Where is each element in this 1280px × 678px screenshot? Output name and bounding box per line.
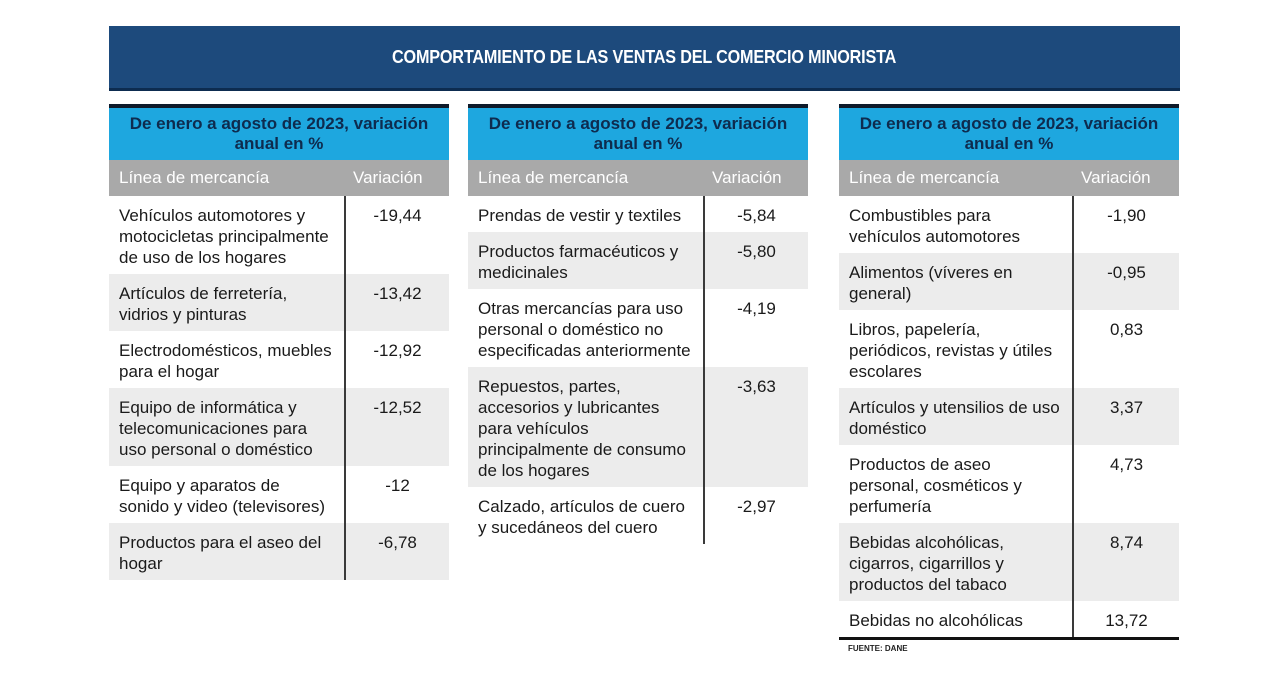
row-value: 13,72 <box>1072 601 1179 639</box>
data-table: Combustibles para vehículos automotores -… <box>839 196 1179 640</box>
row-label: Otras mercancías para uso personal o dom… <box>478 299 691 360</box>
row-label: Productos de aseo personal, cosméticos y… <box>849 455 1022 516</box>
table-row: Equipo de informática y telecomunicacion… <box>109 388 449 466</box>
row-value: -12,92 <box>344 331 449 388</box>
row-label: Repuestos, partes, accesorios y lubrican… <box>468 367 704 487</box>
column-header-variation: Variación <box>712 168 782 187</box>
row-value: -2,97 <box>703 487 808 544</box>
row-label: Equipo de informática y telecomunicacion… <box>109 388 345 466</box>
table-row: Combustibles para vehículos automotores -… <box>839 196 1179 253</box>
row-label: Libros, papelería, periódicos, revistas … <box>849 320 1053 381</box>
table-row: Repuestos, partes, accesorios y lubrican… <box>468 367 808 487</box>
row-value: -12,52 <box>344 388 449 466</box>
source-note: FUENTE: DANE <box>848 644 908 653</box>
row-label: Calzado, artículos de cuero y sucedáneos… <box>478 497 685 537</box>
table-row: Vehículos automotores y motocicletas pri… <box>109 196 449 274</box>
table-row: Prendas de vestir y textiles -5,84 <box>468 196 808 232</box>
row-value: 3,37 <box>1072 388 1179 445</box>
table-row: Bebidas alcohólicas, cigarros, cigarrill… <box>839 523 1179 601</box>
row-label: Combustibles para vehículos automotores <box>849 206 1021 246</box>
column-header-variation: Variación <box>353 168 423 187</box>
row-label: Productos farmacéuticos y medicinales <box>468 232 704 289</box>
table-row: Bebidas no alcohólicas 13,72 <box>839 601 1179 639</box>
table-row: Artículos y utensilios de uso doméstico 3… <box>839 388 1179 445</box>
column-header-line: Línea de mercancía <box>849 168 1000 187</box>
column-header-line: Línea de mercancía <box>478 168 629 187</box>
title-banner: COMPORTAMIENTO DE LAS VENTAS DEL COMERCI… <box>109 26 1180 91</box>
table-panel-3: De enero a agosto de 2023, variación anu… <box>839 104 1179 640</box>
row-label: Artículos y utensilios de uso doméstico <box>839 388 1073 445</box>
row-label: Bebidas alcohólicas, cigarros, cigarrill… <box>839 523 1073 601</box>
column-headers: Línea de mercancía Variación <box>109 160 449 196</box>
row-value: -0,95 <box>1072 253 1179 310</box>
row-label: Bebidas no alcohólicas <box>849 611 1023 630</box>
panel-header: De enero a agosto de 2023, variación anu… <box>109 104 449 160</box>
row-value: -5,80 <box>703 232 808 289</box>
table-row: Productos para el aseo del hogar -6,78 <box>109 523 449 580</box>
row-value: 4,73 <box>1072 445 1179 523</box>
row-value: 8,74 <box>1072 523 1179 601</box>
table-row: Electrodomésticos, muebles para el hogar… <box>109 331 449 388</box>
table-row: Otras mercancías para uso personal o dom… <box>468 289 808 367</box>
table-row: Productos de aseo personal, cosméticos y… <box>839 445 1179 523</box>
row-value: -5,84 <box>703 196 808 232</box>
row-value: -13,42 <box>344 274 449 331</box>
chart-title: COMPORTAMIENTO DE LAS VENTAS DEL COMERCI… <box>392 46 897 67</box>
row-label: Equipo y aparatos de sonido y video (tel… <box>119 476 325 516</box>
row-label: Vehículos automotores y motocicletas pri… <box>119 206 329 267</box>
row-label: Artículos de ferretería, vidrios y pintu… <box>109 274 345 331</box>
row-value: -6,78 <box>344 523 449 580</box>
row-label: Prendas de vestir y textiles <box>478 206 682 225</box>
data-table: Prendas de vestir y textiles -5,84 Product… <box>468 196 808 544</box>
table-panel-2: De enero a agosto de 2023, variación anu… <box>468 104 808 544</box>
row-label: Productos para el aseo del hogar <box>109 523 345 580</box>
table-row: Artículos de ferretería, vidrios y pintu… <box>109 274 449 331</box>
row-value: 0,83 <box>1072 310 1179 388</box>
row-value: -4,19 <box>703 289 808 367</box>
data-table: Vehículos automotores y motocicletas pri… <box>109 196 449 580</box>
column-headers: Línea de mercancía Variación <box>839 160 1179 196</box>
column-headers: Línea de mercancía Variación <box>468 160 808 196</box>
row-value: -3,63 <box>703 367 808 487</box>
table-row: Calzado, artículos de cuero y sucedáneos… <box>468 487 808 544</box>
panel-header: De enero a agosto de 2023, variación anu… <box>468 104 808 160</box>
panel-header: De enero a agosto de 2023, variación anu… <box>839 104 1179 160</box>
row-value: -19,44 <box>344 196 449 274</box>
row-value: -12 <box>344 466 449 523</box>
table-row: Productos farmacéuticos y medicinales -5,… <box>468 232 808 289</box>
table-row: Equipo y aparatos de sonido y video (tel… <box>109 466 449 523</box>
column-header-variation: Variación <box>1081 168 1151 187</box>
row-label: Alimentos (víveres en general) <box>839 253 1073 310</box>
row-value: -1,90 <box>1072 196 1179 253</box>
table-row: Libros, papelería, periódicos, revistas … <box>839 310 1179 388</box>
column-header-line: Línea de mercancía <box>119 168 270 187</box>
row-label: Electrodomésticos, muebles para el hogar <box>119 341 332 381</box>
table-panel-1: De enero a agosto de 2023, variación anu… <box>109 104 449 580</box>
table-row: Alimentos (víveres en general) -0,95 <box>839 253 1179 310</box>
